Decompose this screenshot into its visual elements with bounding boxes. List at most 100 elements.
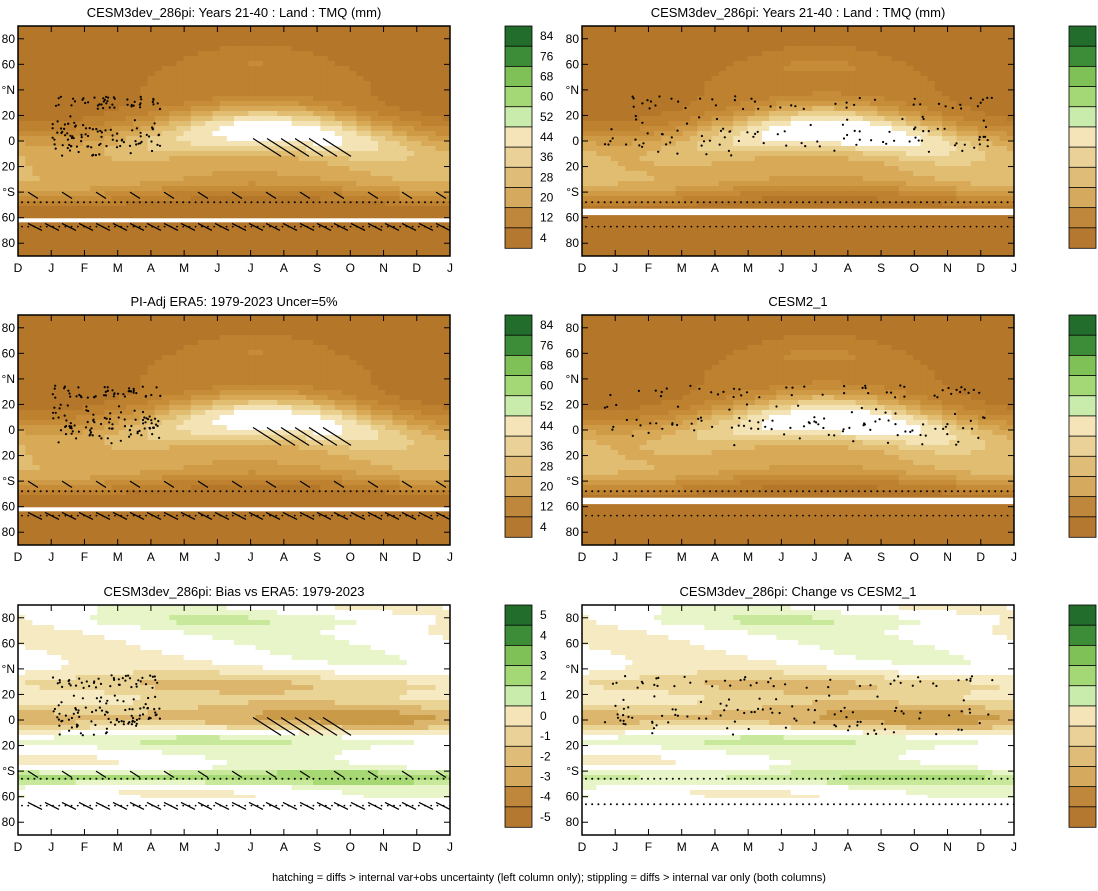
- colorbar-swatch: [504, 705, 533, 727]
- y-tick-label: 60: [566, 636, 580, 650]
- y-tick-label: 0: [572, 713, 579, 727]
- x-tick-label: F: [81, 261, 88, 275]
- x-tick-label: J: [1011, 261, 1017, 275]
- y-tick-label: 80: [2, 815, 16, 829]
- colorbar-swatch: [504, 624, 533, 647]
- x-tick-label: S: [313, 261, 321, 275]
- x-tick-label: J: [778, 550, 784, 564]
- colorbar-swatch: [1068, 146, 1097, 168]
- x-tick-label: D: [412, 840, 421, 854]
- panel-title: CESM3dev_286pi: Bias vs ERA5: 1979-2023: [104, 584, 365, 599]
- field-plot: [582, 315, 1014, 545]
- x-tick-label: N: [379, 550, 388, 564]
- y-tick-label: 60: [2, 57, 16, 71]
- antarctic-fill: [18, 801, 450, 835]
- colorbar-label: 4: [540, 628, 547, 642]
- y-tick-label: 60: [566, 346, 580, 360]
- x-tick-label: M: [113, 550, 123, 564]
- y-tick-label: °N: [566, 372, 579, 386]
- panel-4: CESM2_1 80 60 °N 20 0 20 °S 60 80 D J F M A M J J A S O N D J 84…: [566, 294, 1097, 564]
- colorbar-label: 68: [540, 359, 554, 373]
- y-tick-label: 80: [2, 32, 16, 46]
- x-tick-label: M: [179, 840, 189, 854]
- x-tick-label: J: [1011, 550, 1017, 564]
- missing-band: [18, 797, 450, 803]
- colorbar-swatch: [1068, 45, 1097, 68]
- colorbar-swatch: [504, 476, 533, 498]
- x-tick-label: J: [812, 840, 818, 854]
- x-tick-label: O: [910, 261, 919, 275]
- colorbar-swatch: [1068, 415, 1097, 437]
- x-tick-label: N: [943, 550, 952, 564]
- field-plot: [582, 26, 1014, 256]
- x-tick-label: M: [179, 261, 189, 275]
- x-tick-label: D: [578, 840, 587, 854]
- colorbar-swatch: [504, 65, 533, 88]
- colorbar-swatch: [504, 25, 533, 47]
- colorbar-swatch: [1068, 745, 1097, 768]
- y-tick-label: 60: [566, 500, 580, 514]
- colorbar-swatch: [504, 455, 533, 478]
- colorbar-label: 12: [540, 500, 554, 514]
- colorbar-swatch: [504, 207, 533, 229]
- colorbar-swatch: [504, 496, 533, 518]
- y-tick-label: 80: [566, 611, 580, 625]
- y-tick-label: °N: [2, 83, 15, 97]
- y-tick-label: 20: [566, 397, 580, 411]
- colorbar-swatch: [1068, 86, 1097, 108]
- x-tick-label: S: [313, 550, 321, 564]
- x-tick-label: A: [280, 550, 288, 564]
- x-tick-label: J: [612, 550, 618, 564]
- y-tick-label: 80: [566, 321, 580, 335]
- y-tick-label: 20: [566, 160, 580, 174]
- colorbar: 5 4 3 2 1 0 -1 -2 -3 -4 -5: [504, 604, 551, 828]
- colorbar-swatch: [1068, 375, 1097, 397]
- y-tick-label: °S: [2, 474, 15, 488]
- missing-band: [18, 218, 450, 223]
- colorbar-swatch: [1068, 476, 1097, 498]
- colorbar-swatch: [1068, 705, 1097, 727]
- colorbar-swatch: [504, 86, 533, 108]
- x-tick-label: A: [711, 550, 719, 564]
- colorbar-swatch: [1068, 685, 1097, 707]
- x-tick-label: A: [280, 840, 288, 854]
- x-tick-label: D: [976, 550, 985, 564]
- stippling: [585, 675, 1014, 806]
- x-tick-label: J: [1011, 840, 1017, 854]
- colorbar-swatch: [504, 745, 533, 768]
- x-tick-label: J: [214, 550, 220, 564]
- x-tick-label: A: [844, 261, 852, 275]
- y-tick-label: °S: [566, 764, 579, 778]
- colorbar-label: 76: [540, 338, 554, 352]
- colorbar-swatch: [1068, 516, 1097, 538]
- x-tick-label: A: [280, 261, 288, 275]
- x-tick-label: M: [113, 261, 123, 275]
- x-tick-label: A: [147, 261, 155, 275]
- colorbar-swatch: [504, 516, 533, 538]
- x-tick-label: S: [313, 840, 321, 854]
- x-tick-label: N: [943, 261, 952, 275]
- x-tick-label: M: [677, 261, 687, 275]
- x-tick-label: J: [248, 840, 254, 854]
- colorbar-label: 20: [540, 191, 554, 205]
- panel-title: CESM3dev_286pi: Change vs CESM2_1: [679, 584, 916, 599]
- y-tick-label: 20: [566, 449, 580, 463]
- field-plot: [18, 605, 450, 835]
- x-tick-label: M: [677, 840, 687, 854]
- colorbar-swatch: [1068, 725, 1097, 747]
- colorbar-swatch: [504, 187, 533, 209]
- stippling: [585, 384, 1014, 517]
- colorbar-swatch: [504, 375, 533, 397]
- colorbar-swatch: [504, 45, 533, 68]
- colorbar-label: 76: [540, 49, 554, 63]
- colorbar-label: 60: [540, 379, 554, 393]
- colorbar-swatch: [1068, 187, 1097, 209]
- x-tick-label: D: [976, 840, 985, 854]
- panel-title: CESM3dev_286pi: Years 21-40 : Land : TMQ…: [651, 5, 946, 20]
- x-tick-label: F: [645, 550, 652, 564]
- y-tick-label: 80: [566, 525, 580, 539]
